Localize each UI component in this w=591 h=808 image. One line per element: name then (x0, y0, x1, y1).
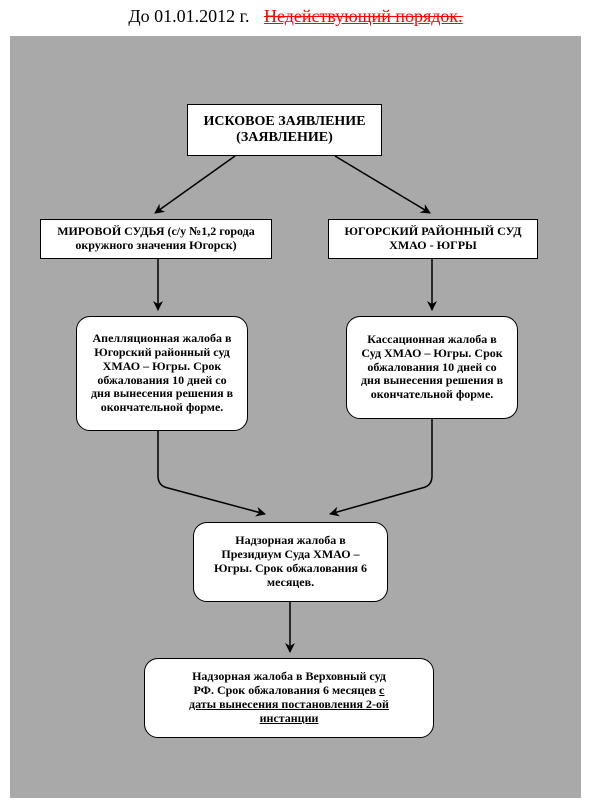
node-text: Югры. Срок обжалования 6 (200, 562, 381, 576)
node-text: ХМАО – Югры. Срок (83, 360, 241, 374)
node-text: ИСКОВОЕ ЗАЯВЛЕНИЕ (194, 114, 375, 130)
node-text: Кассационная жалоба в (353, 333, 511, 347)
node-cassation-complaint: Кассационная жалоба в Суд ХМАО – Югры. С… (346, 316, 518, 419)
node-text: дня вынесения решения в (83, 387, 241, 401)
node-text: Югорский районный суд (83, 346, 241, 360)
node-text-span: РФ. Срок обжалования 6 месяцев (194, 683, 380, 697)
node-text: ЮГОРСКИЙ РАЙОННЫЙ СУД (335, 225, 531, 239)
node-supreme-court: Надзорная жалоба в Верховный суд РФ. Сро… (144, 658, 434, 738)
header-status: Недействующий порядок. (264, 6, 463, 26)
node-text: Апелляционная жалоба в (83, 332, 241, 346)
node-district-court: ЮГОРСКИЙ РАЙОННЫЙ СУД ХМАО - ЮГРЫ (328, 219, 538, 259)
node-claim-statement: ИСКОВОЕ ЗАЯВЛЕНИЕ (ЗАЯВЛЕНИЕ) (187, 104, 382, 156)
node-text: Надзорная жалоба в (200, 534, 381, 548)
node-supervisory-presidium: Надзорная жалоба в Президиум Суда ХМАО –… (193, 522, 388, 602)
node-text: Суд ХМАО – Югры. Срок (353, 347, 511, 361)
node-text: окружного значения Югорск) (47, 239, 265, 253)
node-text: окончательной форме. (83, 401, 241, 415)
node-appeal-complaint: Апелляционная жалоба в Югорский районный… (76, 316, 248, 431)
node-text: месяцев. (200, 576, 381, 590)
node-text: окончательной форме. (353, 388, 511, 402)
flowchart-canvas: ИСКОВОЕ ЗАЯВЛЕНИЕ (ЗАЯВЛЕНИЕ) МИРОВОЙ СУ… (10, 36, 581, 798)
node-text: Президиум Суда ХМАО – (200, 548, 381, 562)
node-text: ХМАО - ЮГРЫ (335, 239, 531, 253)
node-text: обжалования 10 дней со (353, 361, 511, 375)
node-text-underline: с (379, 683, 384, 697)
node-text: дня вынесения решения в (353, 374, 511, 388)
page-header: До 01.01.2012 г. Недействующий порядок. (0, 6, 591, 27)
node-text-underline: инстанции (151, 712, 427, 726)
node-text: (ЗАЯВЛЕНИЕ) (194, 130, 375, 146)
node-text: МИРОВОЙ СУДЬЯ (с/у №1,2 города (47, 225, 265, 239)
node-text-underline: даты вынесения постановления 2-ой (151, 698, 427, 712)
node-text: Надзорная жалоба в Верховный суд (151, 670, 427, 684)
header-date: До 01.01.2012 г. (128, 6, 249, 26)
node-magistrate-judge: МИРОВОЙ СУДЬЯ (с/у №1,2 города окружного… (40, 219, 272, 259)
node-text: РФ. Срок обжалования 6 месяцев с (151, 684, 427, 698)
node-text: обжалования 10 дней со (83, 374, 241, 388)
